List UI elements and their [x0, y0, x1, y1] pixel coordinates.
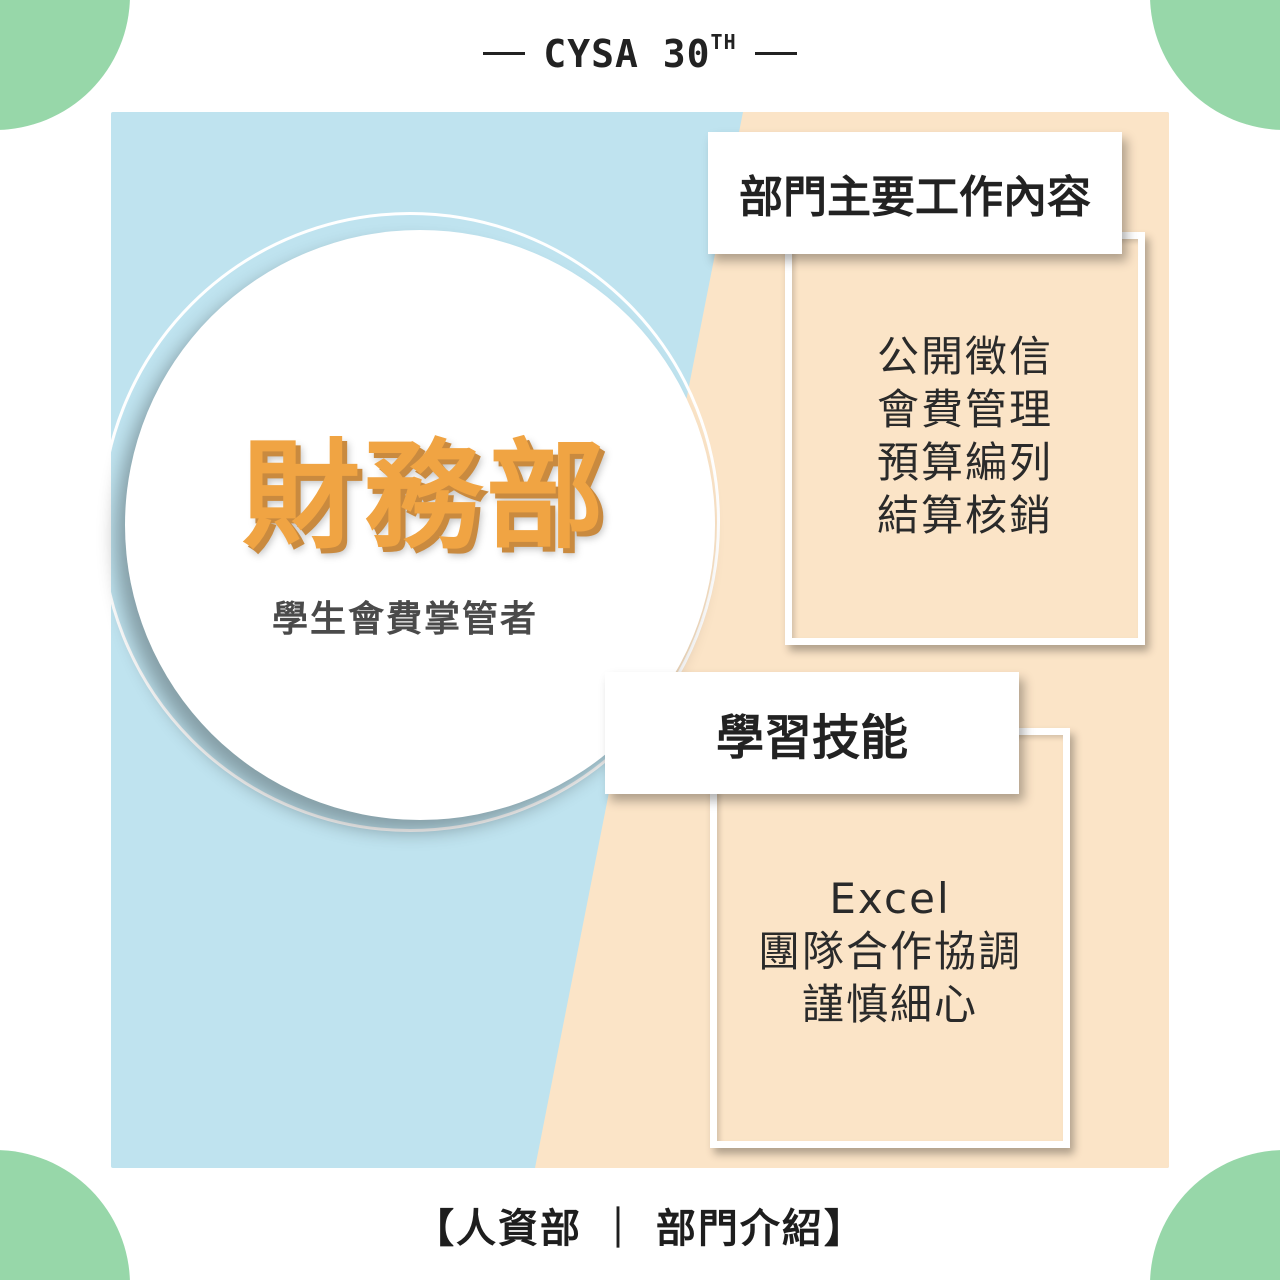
poster-header: CYSA 30TH	[0, 30, 1280, 76]
duty-item: 結算核銷	[876, 491, 1053, 540]
poster-footer: 【人資部 ｜ 部門介紹】	[414, 1206, 866, 1252]
header-dash-right	[754, 52, 797, 55]
duty-item: 預算編列	[876, 438, 1053, 487]
header-superscript: TH	[710, 30, 737, 54]
header-text: CYSA 30	[543, 32, 711, 76]
skill-item: 團隊合作協調	[757, 927, 1022, 976]
duty-item: 公開徵信	[876, 332, 1053, 381]
skill-item: 謹慎細心	[801, 980, 978, 1029]
skill-item: Excel	[829, 874, 951, 923]
skills-list: Excel 團隊合作協調 謹慎細心	[740, 872, 1040, 1031]
skills-title: 學習技能	[715, 710, 908, 766]
duties-title-box: 部門主要工作內容	[708, 132, 1122, 254]
duties-list: 公開徵信 會費管理 預算編列 結算核銷	[835, 330, 1095, 542]
circle-outer-ring	[100, 212, 720, 832]
duty-item: 會費管理	[876, 385, 1053, 434]
duties-title: 部門主要工作內容	[739, 172, 1091, 223]
skills-title-box: 學習技能	[605, 672, 1019, 794]
department-name: 財務部	[241, 427, 608, 565]
department-subtitle: 學生會費掌管者	[271, 599, 538, 640]
skills-frame	[710, 728, 1070, 1148]
duties-frame	[785, 232, 1145, 645]
header-dash-left	[483, 52, 526, 55]
